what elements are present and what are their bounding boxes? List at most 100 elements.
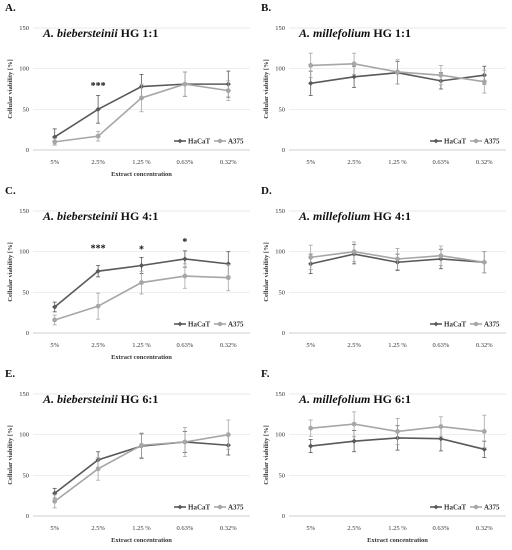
panel-2-xtick-5: 0.32%	[476, 159, 493, 166]
panel-3-xtick-2: 2.5%	[91, 342, 105, 349]
panel-4-legend: HaCaT A375	[430, 321, 500, 329]
panel-3-ytick-50: 50	[23, 289, 30, 296]
panel-5-letter: E.	[5, 368, 15, 380]
panel-6-series-a375-point-4	[438, 424, 444, 429]
panel-1-xtick-4: 0.63%	[177, 159, 194, 166]
panel-3-xtick-5: 0.32%	[220, 342, 237, 349]
panel-4-title: A. millefolium HG 4:1	[298, 209, 411, 223]
panel-3-series-a375-point-2	[95, 303, 101, 309]
panel-2-ylabel: Cellular viability [%]	[263, 59, 270, 118]
panel-6-title-rest: HG 6:1	[370, 392, 411, 406]
panel-3-title-species: A. biebersteinii	[42, 209, 118, 223]
panel-3-xlabel: Extract concentration	[111, 354, 172, 361]
panel-5-title-rest: HG 6:1	[118, 392, 159, 406]
panel-2-letter: B.	[261, 2, 271, 14]
panel-6-letter: F.	[261, 368, 270, 380]
panel-2-ytick-50: 50	[279, 106, 286, 113]
panel-2-series-a375-point-3	[395, 69, 400, 75]
panel-3-significance-3: *	[182, 237, 187, 248]
panel-3-ytick-150: 150	[19, 208, 29, 215]
panel-3-legend-a375-label: A375	[228, 321, 244, 329]
panel-1-title: A. biebersteinii HG 1:1	[42, 26, 158, 40]
panel-2-title: A. millefolium HG 1:1	[298, 26, 411, 40]
panel-5-ytick-0: 0	[26, 513, 29, 520]
panel-3-series-a375	[52, 263, 231, 326]
panel-1-ylabel: Cellular viability [%]	[7, 59, 14, 118]
panel-1-ytick-100: 100	[19, 66, 29, 73]
panel-4-xtick-1: 5%	[306, 342, 315, 349]
panel-6-series-a375-point-3	[395, 429, 400, 434]
panel-2-title-species: A. millefolium	[298, 26, 370, 40]
panel-4-series-a375-point-2	[351, 249, 357, 255]
panel-3-xtick-3: 1.25 %	[132, 342, 151, 349]
panel-6-xtick-5: 0.32%	[476, 525, 493, 532]
panel-5-xtick-4: 0.63%	[177, 525, 194, 532]
panel-5-ytick-150: 150	[19, 391, 29, 398]
panel-4-legend-hacat-label: HaCaT	[444, 321, 467, 329]
panel-6-ytick-100: 100	[275, 432, 285, 439]
panel-1-series-a375-point-5	[225, 88, 231, 94]
panel-5-legend-a375: A375	[214, 504, 244, 512]
panel-3-letter: C.	[5, 185, 16, 197]
panel-4-series-a375-point-4	[438, 253, 444, 259]
panel-6-ylabel: Cellular viability [%]	[263, 425, 270, 484]
panel-1-series-hacat-point-2	[95, 106, 101, 112]
panel-6-series-a375	[308, 411, 487, 449]
panel-6-xlabel: Extract concentration	[367, 537, 428, 544]
panel-4-legend-hacat-marker	[433, 321, 439, 327]
panel-4-legend-a375-label: A375	[484, 321, 500, 329]
panel-1-legend-a375-label: A375	[228, 138, 244, 146]
panel-2-legend-hacat-marker	[433, 138, 439, 144]
panel-1-series-a375-point-2	[95, 133, 101, 139]
panel-3-legend-hacat-marker	[177, 321, 183, 327]
panel-5-title-species: A. biebersteinii	[42, 392, 118, 406]
panel-3-legend-a375-marker	[217, 321, 223, 327]
panel-5-legend-hacat-marker	[177, 504, 183, 510]
panel-6-xtick-4: 0.63%	[433, 525, 450, 532]
panel-4-ylabel: Cellular viability [%]	[263, 242, 270, 301]
panel-2-xtick-3: 1.25 %	[388, 159, 407, 166]
panel-3: C. A. biebersteinii HG 4:1 0 50 100 150 Cellul…	[5, 185, 250, 361]
panel-3-ytick-100: 100	[19, 249, 29, 256]
panel-3-series-a375-point-1	[52, 317, 58, 323]
panel-2-legend-hacat-label: HaCaT	[444, 138, 467, 146]
panel-6-ytick-0: 0	[282, 513, 285, 520]
panel-6-legend-hacat-label: HaCaT	[444, 504, 467, 512]
panel-1-series-a375-point-1	[52, 139, 58, 145]
panel-5-xtick-3: 1.25 %	[132, 525, 151, 532]
panel-2: B. A. millefolium HG 1:1 0 50 100 150 Cellular…	[261, 2, 506, 166]
panel-3-legend-hacat-label: HaCaT	[188, 321, 211, 329]
panel-5-series-a375-point-5	[225, 432, 231, 438]
panel-1-legend: HaCaT A375	[174, 138, 244, 146]
panel-6-series-hacat-point-2	[351, 438, 357, 444]
panel-5-series-a375-point-1	[52, 498, 58, 504]
panel-3-series-hacat	[52, 250, 231, 313]
panel-2-legend-a375-marker	[473, 138, 479, 144]
panel-6-legend-a375: A375	[470, 504, 500, 512]
panel-2-legend-a375: A375	[470, 138, 500, 146]
panel-3-title: A. biebersteinii HG 4:1	[42, 209, 158, 223]
panel-2-series-a375-point-4	[438, 72, 444, 78]
panel-3-series-hacat-point-2	[95, 268, 101, 274]
panel-2-series-a375-point-1	[308, 63, 314, 68]
panel-4-letter: D.	[261, 185, 272, 197]
panel-4-ytick-100: 100	[275, 249, 285, 256]
panel-1-significance-1: ***	[91, 81, 106, 92]
panel-2-xtick-2: 2.5%	[347, 159, 361, 166]
panel-2-series-a375-point-5	[481, 79, 487, 85]
panel-6: F. A. millefolium HG 6:1 0 50 100 150 Cellular…	[261, 368, 506, 544]
panel-1-legend-a375-marker	[217, 138, 223, 144]
panel-5-title: A. biebersteinii HG 6:1	[42, 392, 158, 406]
panel-1-ytick-0: 0	[26, 147, 29, 154]
panel-3-series-hacat-point-4	[182, 256, 188, 262]
panel-4-legend-hacat: HaCaT	[430, 321, 467, 329]
panel-4-title-species: A. millefolium	[298, 209, 370, 223]
panel-3-series-hacat-point-1	[52, 304, 58, 310]
panel-3-xtick-1: 5%	[50, 342, 59, 349]
panel-6-series-hacat-point-1	[308, 443, 314, 449]
panel-4-legend-a375: A375	[470, 321, 500, 329]
panel-4-series-a375-point-3	[395, 256, 400, 262]
panel-4-ytick-50: 50	[279, 289, 286, 296]
panel-5-series-a375-point-3	[139, 442, 144, 448]
